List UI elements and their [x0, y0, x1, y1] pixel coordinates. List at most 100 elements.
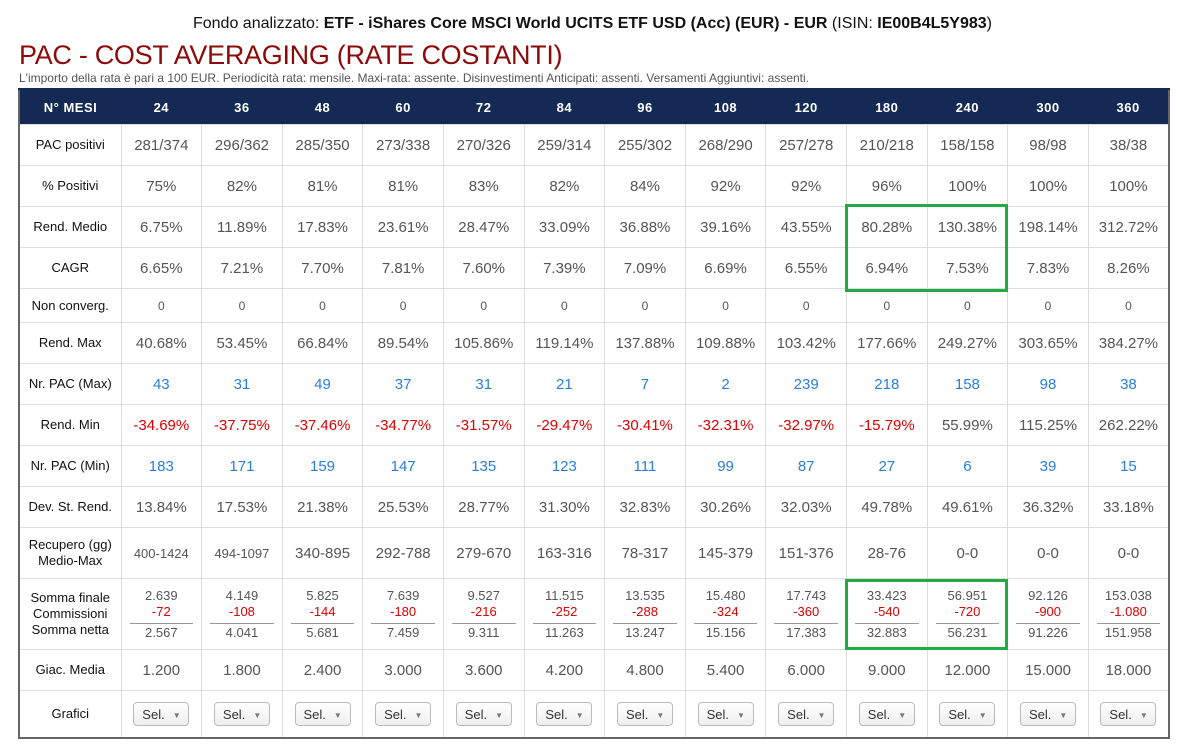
month-header: 180	[846, 88, 928, 125]
value-cell: 82%	[523, 165, 606, 207]
value-cell[interactable]: 147	[362, 445, 444, 487]
value-cell[interactable]: 239	[765, 363, 847, 405]
chart-select-dropdown[interactable]: Sel. ▼	[939, 702, 996, 726]
value-cell[interactable]: 43	[120, 363, 203, 405]
value-cell[interactable]: 171	[201, 445, 283, 487]
value-cell: 84%	[604, 165, 686, 207]
chart-select-dropdown[interactable]: Sel. ▼	[1020, 702, 1076, 726]
chart-select-dropdown[interactable]: Sel. ▼	[294, 702, 351, 726]
select-label: Sel.	[222, 707, 246, 722]
table-row-somma: Somma finale Commissioni Somma netta 2.639-…	[18, 578, 1170, 650]
chart-select-dropdown[interactable]: Sel. ▼	[455, 702, 512, 726]
somma-finale: 7.639	[386, 587, 420, 603]
fund-prefix: Fondo analizzato:	[192, 15, 324, 32]
chart-select-dropdown[interactable]: Sel. ▼	[1100, 702, 1157, 726]
value-cell: 28.47%	[442, 206, 525, 248]
chevron-down-icon: ▼	[898, 710, 907, 720]
chart-select-dropdown[interactable]: Sel. ▼	[133, 702, 190, 726]
value-cell[interactable]: 159	[281, 445, 364, 487]
chart-select-dropdown[interactable]: Sel. ▼	[375, 702, 432, 726]
value-cell[interactable]: 37	[362, 363, 444, 405]
value-cell[interactable]: 15	[1087, 445, 1170, 487]
value-cell: 303.65%	[1007, 322, 1089, 364]
chart-select-cell: Sel. ▼	[281, 690, 364, 739]
somma-finale: 11.515	[544, 587, 584, 603]
value-cell: -15.79%	[845, 404, 928, 446]
value-cell[interactable]: 7	[604, 363, 686, 405]
row-label-text: Somma finale	[30, 590, 110, 605]
value-cell[interactable]: 39	[1007, 445, 1089, 487]
value-cell: 6.94%	[845, 247, 928, 289]
value-cell: 257/278	[765, 124, 847, 166]
value-cell: 32.83%	[604, 486, 686, 528]
chart-select-cell: Sel. ▼	[523, 690, 606, 739]
value-cell[interactable]: 158	[926, 363, 1009, 405]
chart-select-dropdown[interactable]: Sel. ▼	[778, 702, 835, 726]
value-cell: 66.84%	[281, 322, 364, 364]
row-label: PAC positivi	[18, 124, 122, 166]
month-header: 108	[685, 88, 766, 125]
value-cell: 21.38%	[281, 486, 364, 528]
chevron-down-icon: ▼	[253, 710, 262, 720]
value-cell[interactable]: 49	[281, 363, 364, 405]
value-cell: 15.000	[1007, 649, 1089, 691]
value-cell[interactable]: 38	[1087, 363, 1170, 405]
value-cell: 255/302	[604, 124, 686, 166]
month-header: 360	[1088, 88, 1169, 125]
row-label-text: Nr. PAC (Min)	[30, 458, 110, 473]
analyzed-fund: Fondo analizzato: ETF - iShares Core MSC…	[0, 15, 1185, 33]
value-cell: -34.69%	[120, 404, 203, 446]
value-cell: 268/290	[684, 124, 767, 166]
value-cell: 158/158	[926, 124, 1009, 166]
value-cell[interactable]: 99	[684, 445, 767, 487]
commissioni: -72	[151, 603, 171, 619]
value-cell: -37.46%	[281, 404, 364, 446]
value-cell[interactable]: 2	[684, 363, 767, 405]
value-cell: 39.16%	[684, 206, 767, 248]
value-cell[interactable]: 111	[604, 445, 686, 487]
chart-select-dropdown[interactable]: Sel. ▼	[213, 702, 270, 726]
row-label: Nr. PAC (Min)	[18, 445, 122, 487]
somma-netta: 15.156	[693, 622, 758, 641]
value-cell[interactable]: 27	[845, 445, 928, 487]
row-label: Grafici	[18, 690, 122, 739]
chart-select-dropdown[interactable]: Sel. ▼	[697, 702, 754, 726]
value-cell: 400-1424	[120, 527, 203, 579]
value-cell: 115.25%	[1007, 404, 1089, 446]
value-cell: 81%	[362, 165, 444, 207]
chevron-down-icon: ▼	[172, 710, 181, 720]
value-cell: 30.26%	[684, 486, 767, 528]
value-cell: 137.88%	[604, 322, 686, 364]
value-cell: 259/314	[523, 124, 606, 166]
value-cell[interactable]: 183	[120, 445, 203, 487]
value-cell[interactable]: 87	[765, 445, 847, 487]
value-cell[interactable]: 31	[442, 363, 525, 405]
row-label: CAGR	[18, 247, 122, 289]
select-label: Sel.	[787, 707, 810, 722]
value-cell[interactable]: 123	[523, 445, 606, 487]
chart-select-dropdown[interactable]: Sel. ▼	[536, 702, 593, 726]
chart-select-cell: Sel. ▼	[604, 690, 686, 739]
chevron-down-icon: ▼	[575, 710, 584, 720]
value-cell: 249.27%	[926, 322, 1009, 364]
table-row: Rend. Medio 6.75% 11.89% 17.83% 23.61% 28.47%…	[18, 206, 1170, 248]
value-cell[interactable]: 21	[523, 363, 606, 405]
value-cell: 43.55%	[765, 206, 847, 248]
somma-finale: 153.038	[1104, 587, 1152, 603]
chevron-down-icon: ▼	[978, 710, 987, 720]
value-cell[interactable]: 218	[845, 363, 928, 405]
row-label-text: Nr. PAC (Max)	[28, 376, 112, 391]
chart-select-cell: Sel. ▼	[845, 690, 928, 739]
chart-select-dropdown[interactable]: Sel. ▼	[616, 702, 673, 726]
value-cell[interactable]: 31	[201, 363, 283, 405]
value-cell[interactable]: 135	[442, 445, 525, 487]
row-label-text: Rend. Max	[38, 335, 102, 350]
chart-select-dropdown[interactable]: Sel. ▼	[858, 702, 915, 726]
value-cell: 2.400	[281, 649, 364, 691]
value-cell: 89.54%	[362, 322, 444, 364]
commissioni: -540	[873, 603, 900, 619]
value-cell[interactable]: 6	[926, 445, 1009, 487]
value-cell[interactable]: 98	[1007, 363, 1089, 405]
value-cell: 6.69%	[684, 247, 767, 289]
row-label: Dev. St. Rend.	[18, 486, 122, 528]
